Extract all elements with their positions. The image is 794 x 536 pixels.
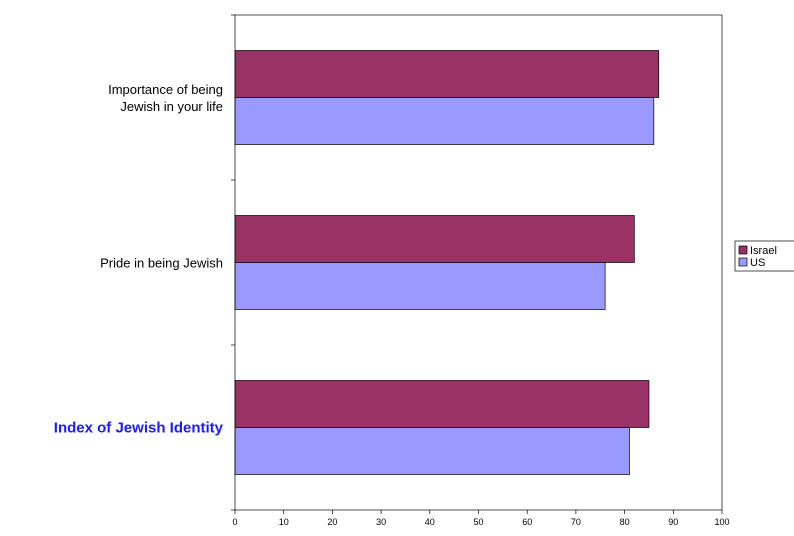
x-tick-label: 70 — [571, 517, 581, 527]
x-tick-label: 60 — [522, 517, 532, 527]
category-labels: Importance of being Jewish in your life Pr… — [54, 82, 224, 437]
x-tick-label: 100 — [714, 517, 729, 527]
category-label-line: Index of Jewish Identity — [54, 420, 224, 437]
legend-swatch-israel — [738, 245, 748, 255]
x-tick-label: 80 — [620, 517, 630, 527]
bars-layer — [234, 50, 660, 475]
x-tick-label: 40 — [425, 517, 435, 527]
category-label: Importance of being Jewish in your life — [108, 82, 223, 114]
x-tick-label: 0 — [232, 517, 237, 527]
bar-us-2 — [234, 427, 630, 475]
bar-us-0 — [234, 97, 655, 145]
bar-us-1 — [234, 262, 606, 310]
axes-layer — [231, 14, 723, 514]
bar-israel-1 — [234, 215, 635, 263]
category-label-line: Importance of being — [108, 82, 223, 97]
bar-israel-0 — [234, 50, 660, 98]
bar-israel-2 — [234, 380, 650, 428]
x-tick-label: 30 — [376, 517, 386, 527]
x-tick-label: 50 — [473, 517, 483, 527]
legend-label-us: US — [750, 257, 765, 269]
legend-label-israel: Israel — [750, 245, 777, 257]
category-label: Pride in being Jewish — [100, 256, 223, 271]
category-label-line: Pride in being Jewish — [100, 256, 223, 271]
category-label-line: Jewish in your life — [120, 99, 223, 114]
x-tick-label: 20 — [327, 517, 337, 527]
x-tick-labels: 0 10 20 30 40 50 60 70 80 90 100 — [232, 517, 729, 527]
category-label: Index of Jewish Identity — [54, 420, 224, 437]
x-tick-label: 90 — [668, 517, 678, 527]
x-tick-label: 10 — [279, 517, 289, 527]
legend-swatch-us — [738, 257, 748, 267]
